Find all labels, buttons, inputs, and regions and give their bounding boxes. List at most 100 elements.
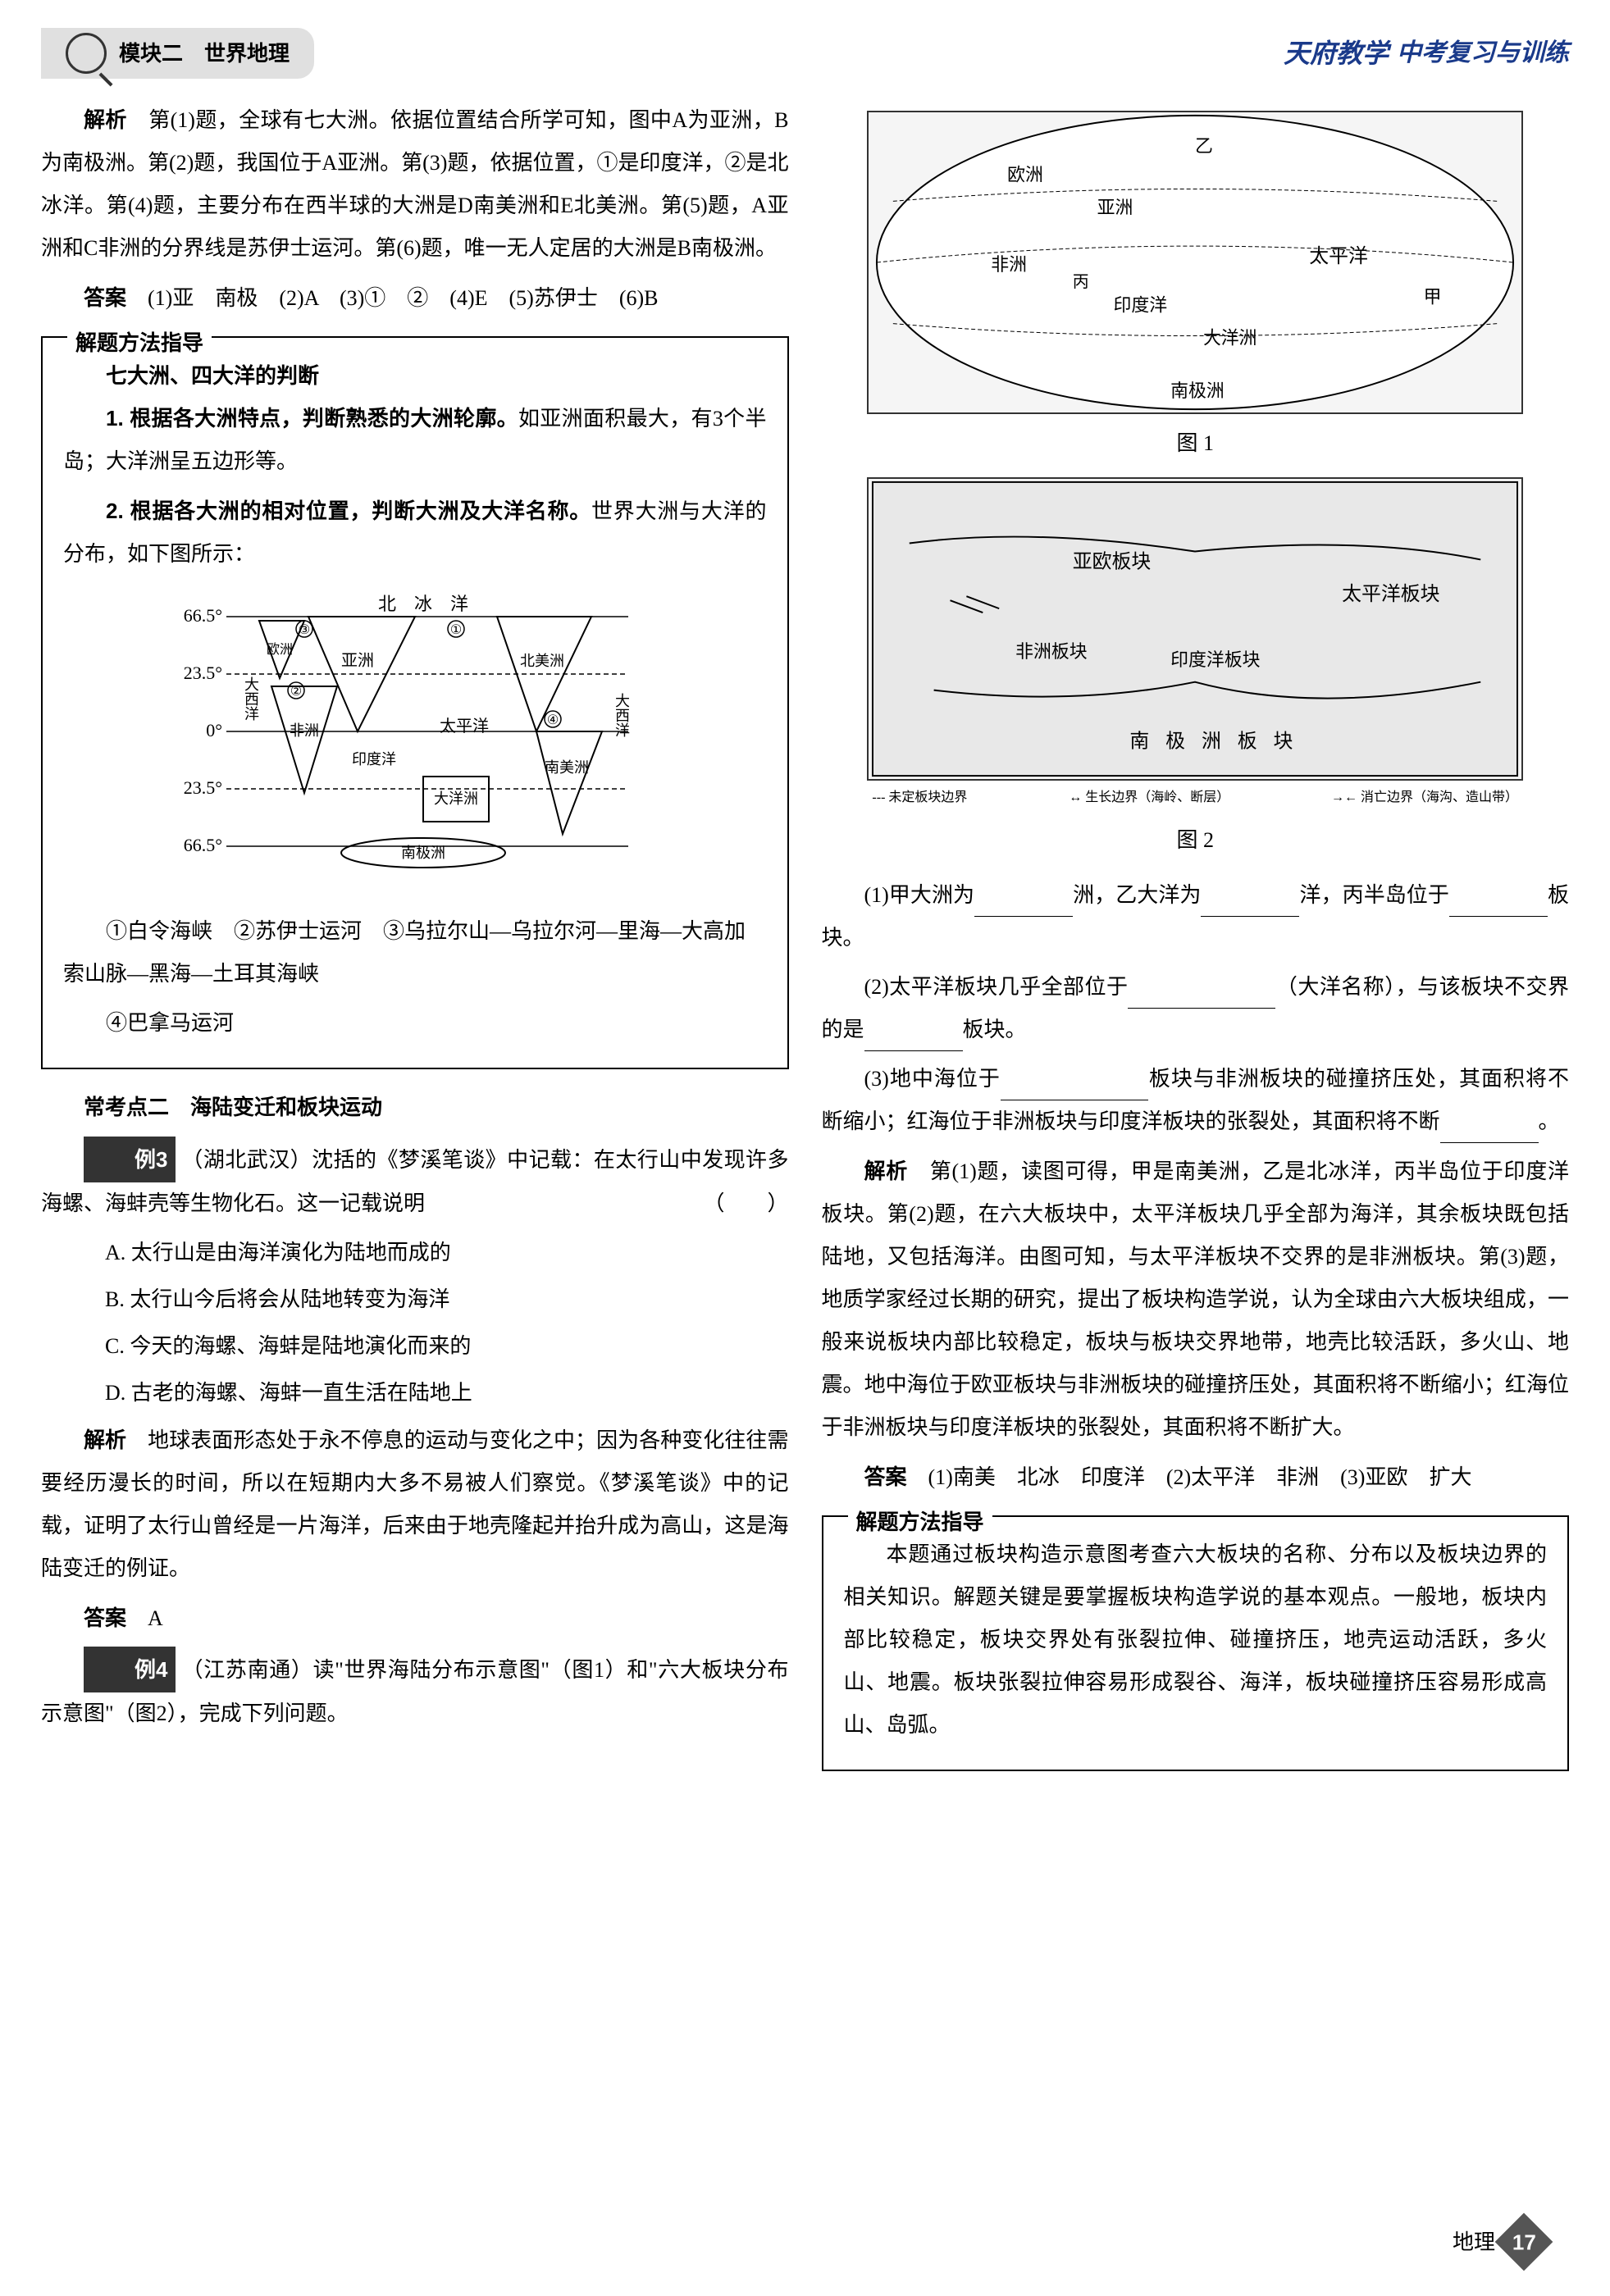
ex3-paren: （ ） — [660, 1182, 788, 1225]
brand-suffix: 中考复习与训练 — [1397, 29, 1569, 78]
svg-text:印度洋: 印度洋 — [352, 751, 396, 768]
blank — [1449, 891, 1548, 917]
svg-text:④: ④ — [547, 713, 559, 727]
blank — [1001, 1075, 1148, 1100]
world-map-1: 欧洲 乙 亚洲 非洲 丙 印度洋 大洋洲 太平洋 甲 南极洲 — [867, 111, 1523, 414]
svg-text:0°: 0° — [206, 720, 222, 740]
ex3-answer: 答案 A — [41, 1597, 789, 1640]
svg-text:大洋洲: 大洋洲 — [434, 790, 478, 807]
ex3-opt-d: D. 古老的海螺、海蚌一直生活在陆地上 — [41, 1372, 789, 1414]
q1-t1: (1)甲大洲为 — [864, 883, 975, 907]
svg-text:南美洲: 南美洲 — [545, 759, 589, 776]
svg-text:太平洋板块: 太平洋板块 — [1342, 583, 1440, 605]
svg-text:南极洲板块: 南极洲板块 — [1130, 730, 1310, 752]
header-right: 天府教学 中考复习与训练 — [1284, 27, 1569, 80]
svg-text:大洋洲: 大洋洲 — [1203, 328, 1257, 348]
blank — [1128, 983, 1275, 1009]
example-4: 例4 （江苏南通）读"世界海陆分布示意图"（图1）和"六大板块分布示意图"（图2… — [41, 1647, 789, 1735]
analysis-1: 解析 第(1)题，全球有七大洲。依据位置结合所学可知，图中A为亚洲，B为南极洲。… — [41, 98, 789, 270]
svg-text:南极洲: 南极洲 — [1170, 380, 1225, 401]
ex3-answer-text: A — [126, 1606, 163, 1630]
col2-analysis: 解析 第(1)题，读图可得，甲是南美洲，乙是北冰洋，丙半岛位于印度洋板块。第(2… — [822, 1150, 1570, 1449]
module-title: 模块二 世界地理 — [119, 32, 290, 75]
method-box-1: 解题方法指导 七大洲、四大洋的判断 1. 根据各大洲特点，判断熟悉的大洲轮廓。如… — [41, 336, 789, 1069]
page-diamond: 17 — [1495, 2213, 1553, 2271]
right-column: 欧洲 乙 亚洲 非洲 丙 印度洋 大洋洲 太平洋 甲 南极洲 图 1 亚欧板块 — [822, 98, 1570, 1788]
legend-convergent: →← 消亡边界（海沟、造山带） — [1331, 785, 1518, 811]
section-2-title: 常考点二 海陆变迁和板块运动 — [41, 1086, 789, 1128]
content-columns: 解析 第(1)题，全球有七大洲。依据位置结合所学可知，图中A为亚洲，B为南极洲。… — [41, 98, 1569, 1788]
method-p1: 1. 根据各大洲特点，判断熟悉的大洲轮廓。如亚洲面积最大，有3个半岛；大洋洲呈五… — [63, 397, 767, 483]
svg-text:北 冰 洋: 北 冰 洋 — [378, 594, 468, 614]
map2-container: 亚欧板块 太平洋板块 非洲板块 印度洋板块 南极洲板块 --- 未定板块边界 ↔… — [822, 477, 1570, 862]
svg-text:大西洋: 大西洋 — [243, 676, 259, 721]
col2-answer-text: (1)南美 北冰 印度洋 (2)太平洋 非洲 (3)亚欧 扩大 — [907, 1465, 1472, 1489]
ex3-analysis: 解析 地球表面形态处于永不停息的运动与变化之中；因为各种变化往往需要经历漫长的时… — [41, 1419, 789, 1590]
svg-text:甲: 甲 — [1424, 287, 1442, 308]
map2-legend: --- 未定板块边界 ↔ 生长边界（海岭、断层） →← 消亡边界（海沟、造山带） — [822, 785, 1570, 811]
fig2-label: 图 2 — [822, 819, 1570, 862]
ex4-source: （江苏南通） — [182, 1658, 313, 1682]
svg-text:③: ③ — [299, 623, 310, 637]
q1-t2: 洲，乙大洋为 — [1073, 883, 1201, 907]
page-footer: 地理 17 — [1453, 2221, 1544, 2263]
analysis-text: 第(1)题，全球有七大洲。依据位置结合所学可知，图中A为亚洲，B为南极洲。第(2… — [41, 108, 789, 260]
map2-svg: 亚欧板块 太平洋板块 非洲板块 印度洋板块 南极洲板块 — [869, 477, 1521, 781]
ex3-analysis-text: 地球表面形态处于永不停息的运动与变化之中；因为各种变化往往需要经历漫长的时间，所… — [41, 1428, 789, 1580]
svg-text:太平洋: 太平洋 — [440, 717, 489, 736]
q1-t3: 洋，丙半岛位于 — [1299, 883, 1448, 907]
legend-uncertain: --- 未定板块边界 — [872, 785, 967, 811]
svg-text:亚洲: 亚洲 — [1097, 197, 1133, 217]
col2-analysis-text: 第(1)题，读图可得，甲是南美洲，乙是北冰洋，丙半岛位于印度洋板块。第(2)题，… — [822, 1159, 1570, 1439]
q2-t3: 板块。 — [963, 1018, 1027, 1041]
map1-container: 欧洲 乙 亚洲 非洲 丙 印度洋 大洋洲 太平洋 甲 南极洲 图 1 — [822, 111, 1570, 465]
svg-text:北美洲: 北美洲 — [520, 653, 564, 669]
svg-text:非洲板块: 非洲板块 — [1015, 641, 1088, 662]
answer-1: 答案 (1)亚 南极 (2)A (3)① ② (4)E (5)苏伊士 (6)B — [41, 276, 789, 320]
q1: (1)甲大洲为洲，乙大洋为洋，丙半岛位于板块。 — [822, 874, 1570, 959]
legend-divergent: ↔ 生长边界（海岭、断层） — [1069, 785, 1229, 811]
example-3: 例3 （湖北武汉）沈括的《梦溪笔谈》中记载：在太行山中发现许多海螺、海蚌壳等生物… — [41, 1137, 789, 1225]
ex3-answer-label: 答案 — [84, 1606, 126, 1630]
svg-text:丙: 丙 — [1073, 273, 1089, 291]
svg-text:23.5°: 23.5° — [183, 777, 221, 798]
ex3-label: 例3 — [84, 1137, 176, 1182]
svg-text:非洲: 非洲 — [992, 254, 1028, 275]
svg-text:23.5°: 23.5° — [183, 663, 221, 683]
brand-name: 天府教学 — [1284, 27, 1389, 80]
method-p2-bold: 2. 根据各大洲的相对位置，判断大洲及大洋名称。 — [106, 499, 591, 523]
svg-text:南极洲: 南极洲 — [401, 845, 445, 861]
ex3-analysis-label: 解析 — [84, 1428, 126, 1452]
col2-answer: 答案 (1)南美 北冰 印度洋 (2)太平洋 非洲 (3)亚欧 扩大 — [822, 1456, 1570, 1499]
diagram-legend-1: ①白令海峡 ②苏伊士运河 ③乌拉尔山—乌拉尔河—里海—大高加索山脉—黑海—土耳其… — [63, 910, 767, 995]
svg-text:非洲: 非洲 — [290, 722, 319, 739]
method-p2: 2. 根据各大洲的相对位置，判断大洲及大洋名称。世界大洲与大洋的分布，如下图所示… — [63, 490, 767, 576]
answer-text: (1)亚 南极 (2)A (3)① ② (4)E (5)苏伊士 (6)B — [126, 286, 658, 310]
q3-t3: 。 — [1539, 1109, 1560, 1133]
svg-text:亚欧板块: 亚欧板块 — [1073, 550, 1152, 572]
col2-analysis-label: 解析 — [864, 1159, 909, 1183]
footer-subject: 地理 — [1453, 2221, 1495, 2263]
ex3-opt-c: C. 今天的海螺、海蚌是陆地演化而来的 — [41, 1325, 789, 1368]
q3-t1: (3)地中海位于 — [864, 1067, 1001, 1091]
method-title-2: 解题方法指导 — [848, 1501, 992, 1543]
svg-text:印度洋板块: 印度洋板块 — [1170, 649, 1260, 670]
page-number: 17 — [1512, 2221, 1536, 2263]
ex3-source: （湖北武汉） — [181, 1148, 312, 1172]
method-p1-bold: 1. 根据各大洲特点，判断熟悉的大洲轮廓。 — [106, 406, 518, 430]
diagram-legend-2: ④巴拿马运河 — [63, 1002, 767, 1045]
svg-text:欧洲: 欧洲 — [267, 642, 293, 657]
method-title-1: 解题方法指导 — [67, 321, 212, 364]
ex4-label: 例4 — [84, 1647, 176, 1692]
svg-text:太平洋: 太平洋 — [1310, 245, 1369, 267]
continent-diagram: 66.5° 23.5° 0° 23.5° 66.5° 北 冰 洋 亚洲 欧洲 ③ — [63, 592, 767, 894]
q2-t1: (2)太平洋板块几乎全部位于 — [864, 975, 1129, 999]
method-box-2: 解题方法指导 本题通过板块构造示意图考查六大板块的名称、分布以及板块边界的相关知… — [822, 1515, 1570, 1771]
analysis-label: 解析 — [84, 107, 127, 132]
svg-text:印度洋: 印度洋 — [1114, 295, 1168, 316]
svg-text:欧洲: 欧洲 — [1007, 165, 1043, 185]
continent-svg: 66.5° 23.5° 0° 23.5° 66.5° 北 冰 洋 亚洲 欧洲 ③ — [161, 592, 669, 879]
svg-text:乙: 乙 — [1195, 136, 1213, 157]
header-left: 模块二 世界地理 — [41, 28, 314, 79]
magnifier-icon — [66, 33, 107, 74]
